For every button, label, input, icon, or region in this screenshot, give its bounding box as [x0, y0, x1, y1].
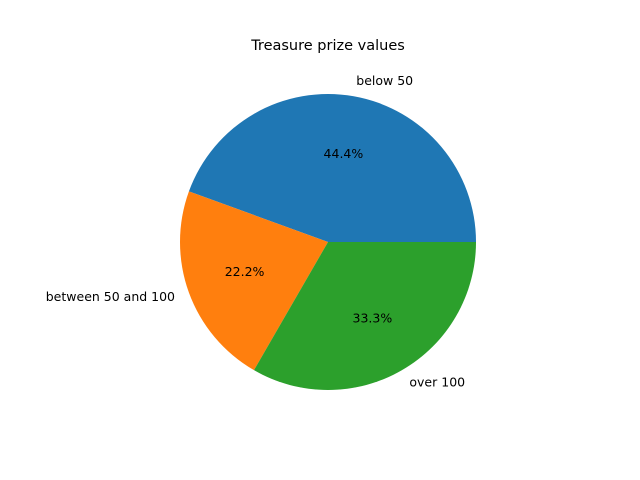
slice-percent-between-50-and-100: 22.2%: [225, 264, 265, 279]
pie-slice-over-100: [254, 242, 476, 390]
slice-label-over-100: over 100: [409, 374, 465, 389]
slice-percent-below-50: 44.4%: [324, 146, 364, 161]
slice-label-between-50-and-100: between 50 and 100: [46, 289, 175, 304]
pie-labels: below 50 44.4% between 50 and 100 22.2% over…: [46, 73, 465, 389]
slice-percent-over-100: 33.3%: [353, 310, 393, 325]
pie-slice-below-50: [188, 93, 477, 243]
pie-slices: [179, 93, 477, 390]
pie-slice-between-50-and-100: [179, 191, 328, 371]
slice-label-below-50: below 50: [356, 73, 413, 88]
chart-title: Treasure prize values: [250, 38, 405, 54]
